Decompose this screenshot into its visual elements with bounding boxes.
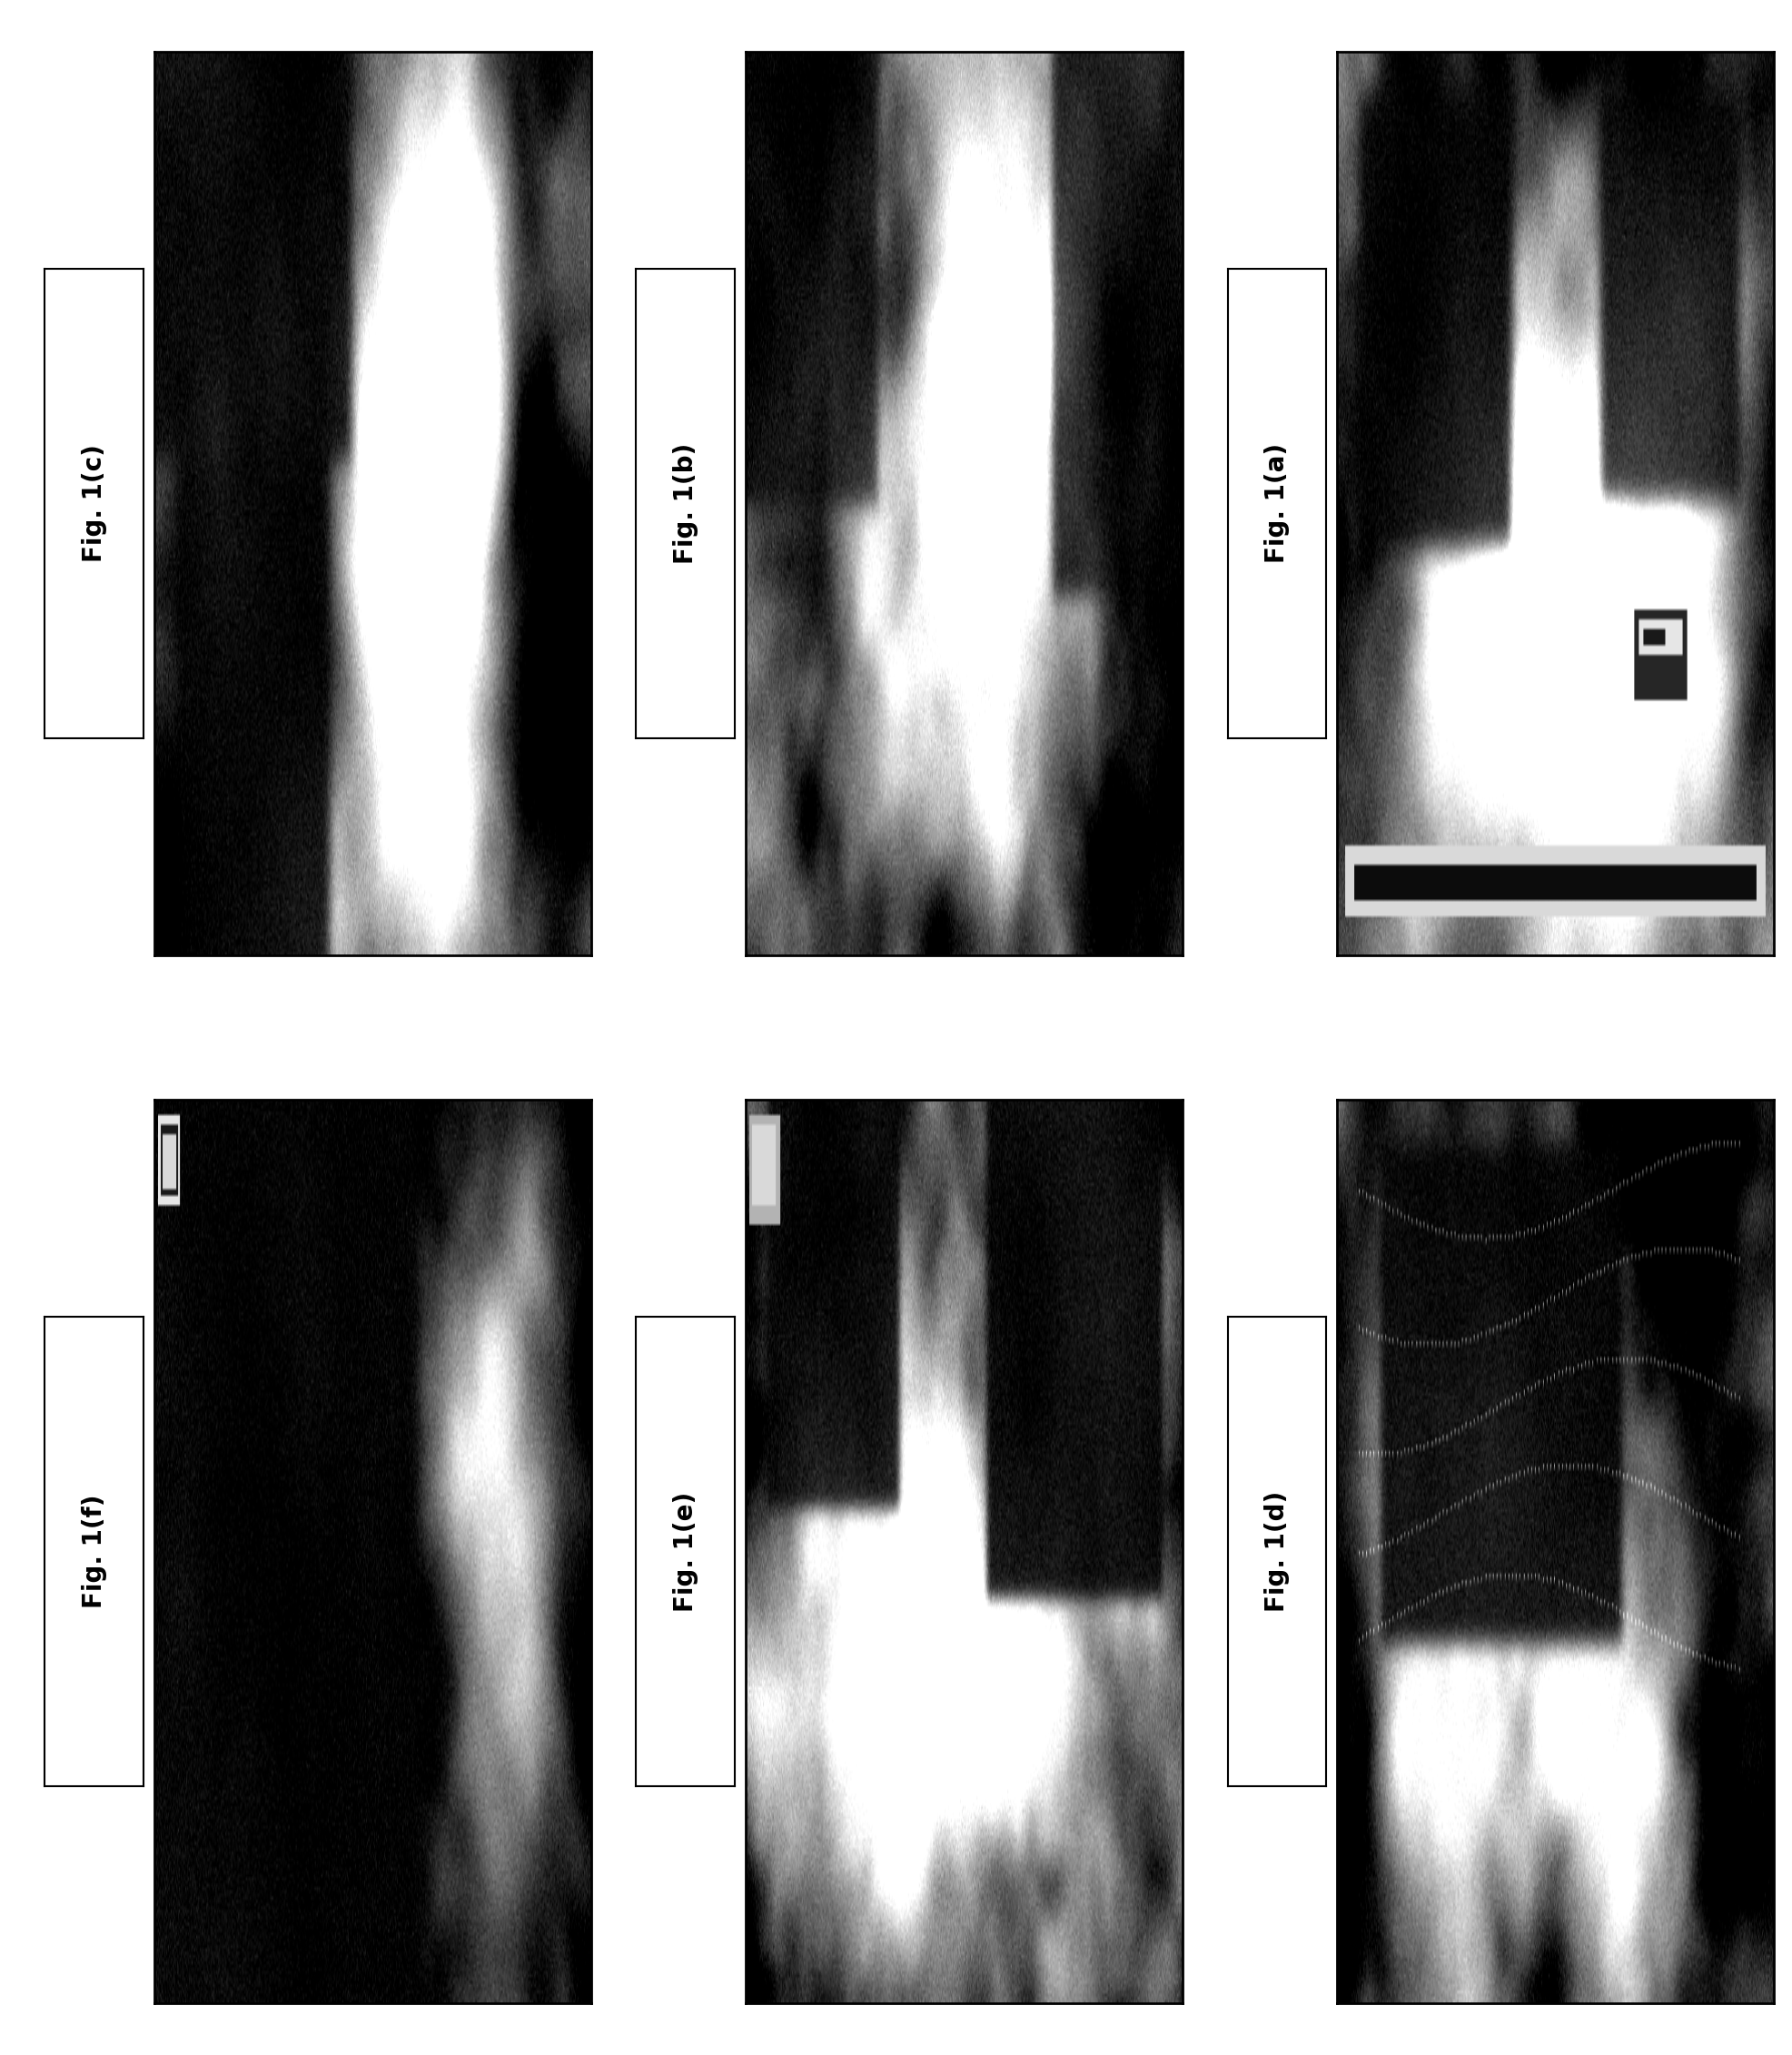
Text: Fig. 1(d): Fig. 1(d)	[1263, 1492, 1290, 1611]
Text: Fig. 1(a): Fig. 1(a)	[1263, 444, 1290, 563]
Text: Fig. 1(c): Fig. 1(c)	[81, 444, 108, 563]
Text: Fig. 1(e): Fig. 1(e)	[672, 1492, 699, 1611]
Text: Fig. 1(f): Fig. 1(f)	[81, 1494, 108, 1609]
Text: Fig. 1(b): Fig. 1(b)	[672, 444, 699, 563]
